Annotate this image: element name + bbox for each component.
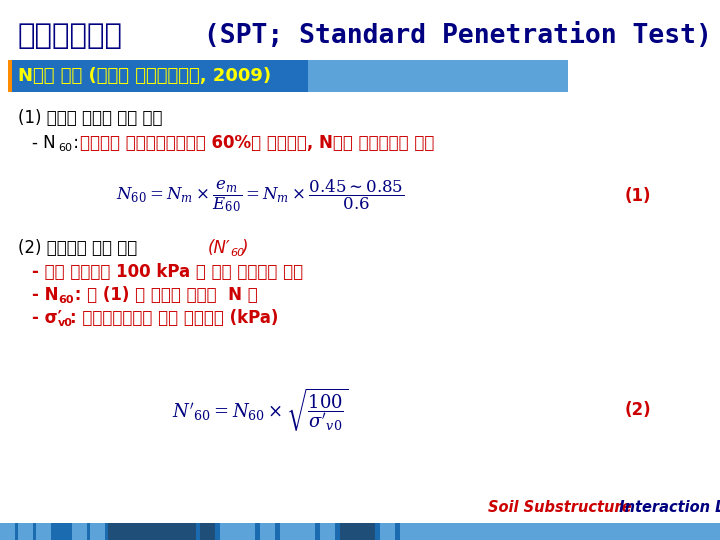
Bar: [320, 523, 335, 540]
Text: : 조사위치에서의 유효 연직응력 (kPa): : 조사위치에서의 유효 연직응력 (kPa): [70, 309, 279, 327]
Bar: [90, 523, 105, 540]
Text: - 유효 연직응력 100 kPa 일 때를 기준으로 보정: - 유효 연직응력 100 kPa 일 때를 기준으로 보정: [32, 263, 303, 281]
Text: (2) 상재압에 대한 보정: (2) 상재압에 대한 보정: [18, 239, 143, 257]
Text: 표준관입시험: 표준관입시험: [18, 22, 123, 50]
Bar: [308, 60, 568, 92]
Text: - N: - N: [32, 286, 58, 304]
Bar: [200, 523, 215, 540]
Text: (N′: (N′: [208, 239, 230, 257]
Text: : 식 (1) 에 의하여 수정된  N 값: : 식 (1) 에 의하여 수정된 N 값: [69, 286, 258, 304]
Bar: [260, 523, 275, 540]
Text: (1) 에너지 효율에 대한 보정: (1) 에너지 효율에 대한 보정: [18, 109, 163, 127]
Bar: [340, 523, 375, 540]
Text: (SPT; Standard Penetration Test): (SPT; Standard Penetration Test): [188, 23, 712, 49]
Text: ): ): [241, 239, 248, 257]
Bar: [72, 523, 87, 540]
Text: (2): (2): [625, 401, 652, 419]
Bar: [8, 60, 308, 92]
Bar: [0, 523, 15, 540]
Bar: [0, 523, 720, 540]
Text: - N: - N: [32, 134, 55, 152]
Text: 60: 60: [58, 143, 72, 153]
Bar: [400, 523, 720, 540]
Text: Interaction Lab.: Interaction Lab.: [614, 501, 720, 516]
Text: 이론적인 자유낙하에너지의 60%를 의미하며, N값의 표준값으로 인정: 이론적인 자유낙하에너지의 60%를 의미하며, N값의 표준값으로 인정: [80, 134, 434, 152]
Text: Soil Substructure: Soil Substructure: [488, 501, 631, 516]
Bar: [108, 523, 196, 540]
Bar: [36, 523, 51, 540]
Bar: [18, 523, 33, 540]
Bar: [380, 523, 395, 540]
Bar: [220, 523, 255, 540]
Text: N치의 보정 (구조물 기초설계기준, 2009): N치의 보정 (구조물 기초설계기준, 2009): [18, 67, 271, 85]
Text: 60: 60: [230, 248, 244, 258]
Bar: [280, 523, 315, 540]
Text: v0: v0: [58, 318, 73, 328]
Text: 60: 60: [58, 295, 73, 305]
Bar: [54, 523, 69, 540]
Text: - σ′: - σ′: [32, 309, 62, 327]
Bar: [8, 60, 12, 92]
Text: $N'_{60} = N_{60} \times \sqrt{\dfrac{100}{\sigma'_{v0}}}$: $N'_{60} = N_{60} \times \sqrt{\dfrac{10…: [172, 387, 348, 434]
Text: :: :: [68, 134, 84, 152]
Text: (1): (1): [625, 187, 652, 205]
Text: $N_{60} = N_m \times \dfrac{e_m}{E_{60}} = N_m \times \dfrac{0.45 \sim 0.85}{0.6: $N_{60} = N_m \times \dfrac{e_m}{E_{60}}…: [116, 178, 404, 214]
